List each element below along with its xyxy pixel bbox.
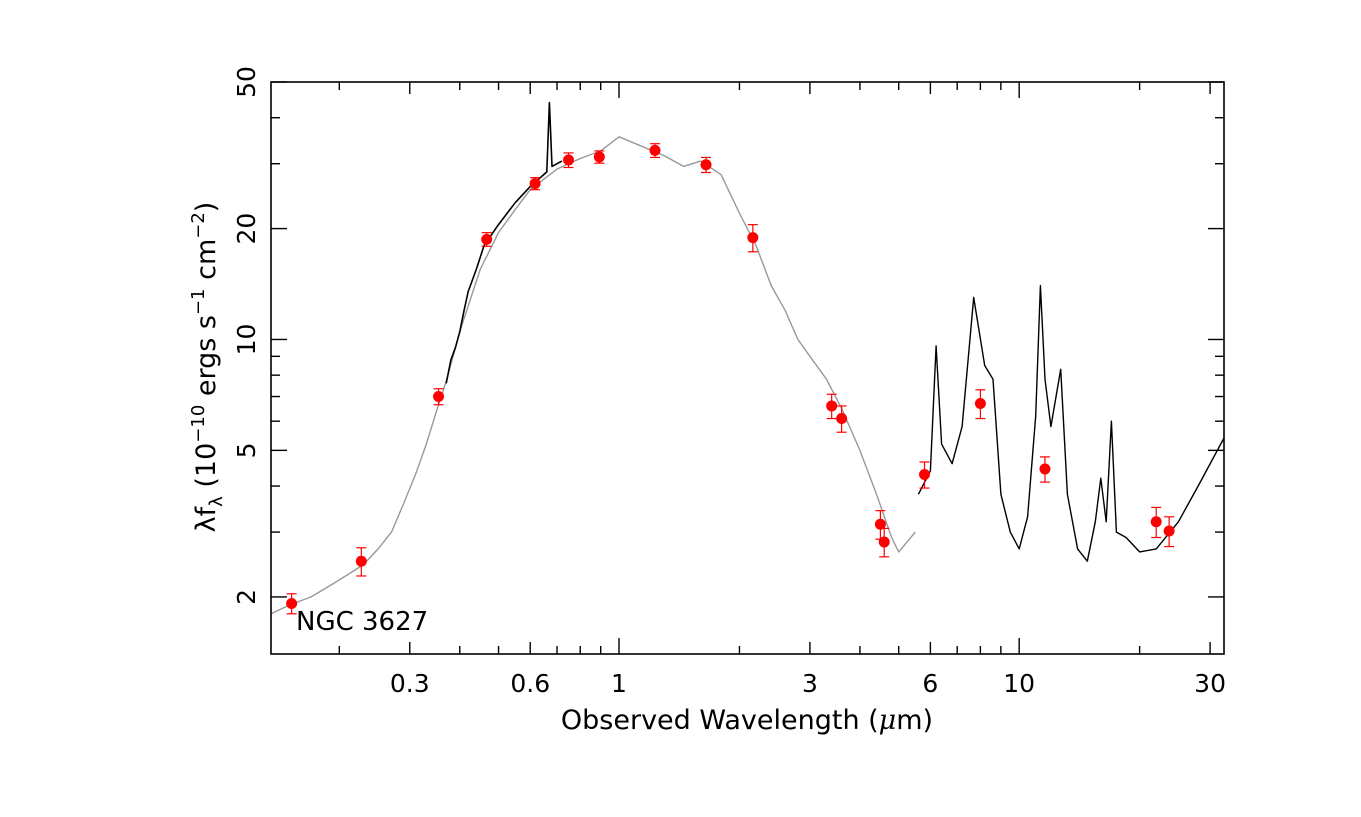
y-axis-title-f: f	[191, 505, 222, 516]
x-axis-title-prefix: Observed Wavelength (	[561, 705, 879, 736]
photometry-point	[878, 527, 890, 558]
y-axis-title-sub: λ	[206, 496, 227, 507]
data-marker	[1163, 525, 1175, 537]
model-sed-line	[271, 136, 916, 615]
data-marker	[593, 151, 605, 163]
photometry-point	[593, 150, 605, 164]
photometry-point	[1039, 456, 1051, 483]
galaxy-name-annotation: NGC 3627	[296, 607, 428, 637]
model-sed-layer	[271, 136, 916, 615]
photometry-point	[355, 547, 367, 577]
photometry-point	[826, 393, 838, 420]
photometry-point	[974, 389, 986, 420]
photometry-point	[529, 177, 541, 191]
ir-spectrum-line	[917, 284, 1224, 562]
data-marker	[836, 413, 848, 425]
data-marker	[700, 159, 712, 171]
x-axis-title-mu: μ	[879, 705, 897, 736]
data-marker	[826, 400, 838, 412]
photometry-point	[563, 152, 575, 169]
observed-spectrum-layer	[445, 101, 1224, 562]
optical-spectrum-line	[445, 101, 563, 384]
data-marker	[1039, 463, 1051, 475]
y-axis-title-exp1: −10	[188, 405, 209, 443]
x-tick-label: 6	[922, 669, 938, 698]
photometry-point	[649, 143, 661, 159]
data-marker	[874, 518, 886, 530]
data-marker	[918, 468, 930, 480]
data-marker	[1150, 516, 1162, 528]
data-marker	[529, 178, 541, 190]
data-marker	[974, 398, 986, 410]
photometry-point	[1163, 516, 1175, 548]
data-marker	[563, 154, 575, 166]
data-marker	[433, 391, 445, 403]
y-tick-label: 50	[232, 66, 261, 98]
photometry-point	[836, 405, 848, 433]
data-marker	[649, 144, 661, 156]
data-marker	[481, 233, 493, 245]
y-tick-label: 20	[232, 213, 261, 245]
y-axis-title-suffix: )	[191, 202, 222, 213]
x-tick-label: 3	[802, 669, 818, 698]
plot-frame	[270, 81, 1225, 655]
y-tick-label: 2	[232, 589, 261, 605]
y-axis-title: λfλ (10−10 ergs s−1 cm−2)	[188, 202, 227, 533]
photometry-point	[1150, 506, 1162, 539]
axes-layer: 0.3 0.6 1 3 6 10 30 2 5 10 20 50	[232, 66, 1226, 698]
data-marker	[286, 597, 298, 609]
x-axis-title-suffix: m)	[896, 705, 933, 736]
y-axis-title-pre: (10	[191, 443, 222, 496]
photometry-point	[918, 461, 930, 489]
x-tick-label: 1	[611, 669, 627, 698]
y-tick-label: 5	[232, 442, 261, 458]
photometry-point	[433, 388, 445, 406]
data-marker	[878, 536, 890, 548]
y-axis-title-lambda: λ	[191, 516, 222, 532]
y-axis-title-mid: ergs s	[191, 315, 222, 405]
x-tick-label: 30	[1194, 669, 1226, 698]
x-tick-label: 10	[1003, 669, 1035, 698]
photometry-layer	[286, 143, 1175, 615]
photometry-point	[747, 224, 759, 253]
y-axis-title-exp2: −1	[188, 288, 209, 315]
x-tick-label: 0.6	[510, 669, 550, 698]
x-tick-label: 0.3	[390, 669, 430, 698]
data-marker	[355, 555, 367, 567]
data-marker	[747, 232, 759, 244]
photometry-point	[286, 593, 298, 615]
photometry-point	[700, 156, 712, 174]
y-axis-title-exp3: −2	[188, 212, 209, 239]
photometry-point	[481, 232, 493, 247]
x-axis-title: Observed Wavelength (μm)	[561, 705, 933, 736]
y-tick-label: 10	[232, 324, 261, 356]
y-axis-title-cm: cm	[191, 239, 222, 289]
